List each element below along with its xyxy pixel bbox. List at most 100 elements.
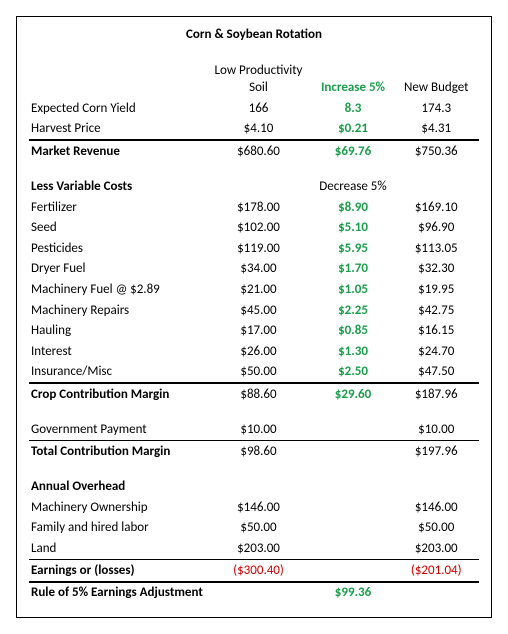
row-dryer-fuel: Dryer Fuel $34.00 $1.70 $32.30 [29, 259, 479, 280]
label: Government Payment [29, 420, 205, 441]
row-rule5: Rule of 5% Earnings Adjustment $99.36 [29, 582, 479, 604]
row-earnings: Earnings or (losses) ($300.40) ($201.04) [29, 560, 479, 582]
label: Dryer Fuel [29, 259, 205, 280]
val-a: $680.60 [205, 140, 313, 162]
val-a: $119.00 [205, 238, 313, 259]
title: Corn & Soybean Rotation [29, 27, 479, 42]
val-a: $50.00 [205, 362, 313, 384]
row-overhead-header: Annual Overhead [29, 477, 479, 498]
val-c: $32.30 [394, 259, 480, 280]
label: Harvest Price [29, 119, 205, 141]
val-b [313, 538, 394, 559]
val-c: $96.90 [394, 218, 480, 239]
val-c: $16.15 [394, 321, 480, 342]
label: Seed [29, 218, 205, 239]
label: Family and hired labor [29, 518, 205, 539]
label: Crop Contribution Margin [29, 383, 205, 405]
budget-table-container: Corn & Soybean Rotation Low Productivity… [16, 16, 492, 618]
row-hauling: Hauling $17.00 $0.85 $16.15 [29, 321, 479, 342]
val-c: $50.00 [394, 518, 480, 539]
budget-table: Low Productivity Soil Increase 5% New Bu… [29, 60, 479, 603]
val-b: $5.10 [313, 218, 394, 239]
val-a: $98.60 [205, 441, 313, 462]
val-b [313, 441, 394, 462]
row-insurance: Insurance/Misc $50.00 $2.50 $47.50 [29, 362, 479, 384]
row-machinery-repairs: Machinery Repairs $45.00 $2.25 $42.75 [29, 300, 479, 321]
label: Hauling [29, 321, 205, 342]
val-a: $34.00 [205, 259, 313, 280]
label: Machinery Repairs [29, 300, 205, 321]
label: Earnings or (losses) [29, 560, 205, 582]
row-interest: Interest $26.00 $1.30 $24.70 [29, 341, 479, 362]
val-a: $4.10 [205, 119, 313, 141]
header-row: Low Productivity Soil Increase 5% New Bu… [29, 60, 479, 98]
val-a: $17.00 [205, 321, 313, 342]
row-crop-contribution: Crop Contribution Margin $88.60 $29.60 $… [29, 383, 479, 405]
val-c: $187.96 [394, 383, 480, 405]
val-a: $50.00 [205, 518, 313, 539]
label: Rule of 5% Earnings Adjustment [29, 582, 313, 604]
val-b: $1.05 [313, 279, 394, 300]
val-b: $1.70 [313, 259, 394, 280]
val-c: $4.31 [394, 119, 480, 141]
val-c: $47.50 [394, 362, 480, 384]
val-a: 166 [205, 98, 313, 119]
row-market-revenue: Market Revenue $680.60 $69.76 $750.36 [29, 140, 479, 162]
hdr-low-prod: Low Productivity Soil [205, 60, 313, 98]
val-c: $19.95 [394, 279, 480, 300]
label: Expected Corn Yield [29, 98, 205, 119]
val-b: $69.76 [313, 140, 394, 162]
val-b: $1.30 [313, 341, 394, 362]
val-c: $197.96 [394, 441, 480, 462]
label: Land [29, 538, 205, 559]
row-land: Land $203.00 $203.00 [29, 538, 479, 559]
val-c: $42.75 [394, 300, 480, 321]
val-b: $2.25 [313, 300, 394, 321]
val-b: $29.60 [313, 383, 394, 405]
val-c: $113.05 [394, 238, 480, 259]
row-fertilizer: Fertilizer $178.00 $8.90 $169.10 [29, 197, 479, 218]
val-a: $203.00 [205, 538, 313, 559]
val-b [313, 560, 394, 582]
row-machinery-fuel: Machinery Fuel @ $2.89 $21.00 $1.05 $19.… [29, 279, 479, 300]
val-a: $88.60 [205, 383, 313, 405]
val-b [313, 420, 394, 441]
val-b [313, 518, 394, 539]
row-pesticides: Pesticides $119.00 $5.95 $113.05 [29, 238, 479, 259]
val-c: $169.10 [394, 197, 480, 218]
val-b: $5.95 [313, 238, 394, 259]
val-a: $146.00 [205, 497, 313, 518]
val-b: 8.3 [313, 98, 394, 119]
val-b: $99.36 [313, 582, 394, 604]
val-c: $203.00 [394, 538, 480, 559]
val-b: Decrease 5% [313, 177, 394, 198]
row-costs-header: Less Variable Costs Decrease 5% [29, 177, 479, 198]
row-harvest-price: Harvest Price $4.10 $0.21 $4.31 [29, 119, 479, 141]
row-family-labor: Family and hired labor $50.00 $50.00 [29, 518, 479, 539]
val-b [313, 497, 394, 518]
hdr-increase: Increase 5% [313, 60, 394, 98]
hdr-new-budget: New Budget [394, 60, 480, 98]
label: Interest [29, 341, 205, 362]
label: Total Contribution Margin [29, 441, 205, 462]
val-a: $26.00 [205, 341, 313, 362]
row-yield: Expected Corn Yield 166 8.3 174.3 [29, 98, 479, 119]
label: Insurance/Misc [29, 362, 205, 384]
val-a: $45.00 [205, 300, 313, 321]
val-c: $10.00 [394, 420, 480, 441]
val-a: $21.00 [205, 279, 313, 300]
val-b: $0.85 [313, 321, 394, 342]
label: Market Revenue [29, 140, 205, 162]
val-a: $10.00 [205, 420, 313, 441]
row-seed: Seed $102.00 $5.10 $96.90 [29, 218, 479, 239]
row-machinery-ownership: Machinery Ownership $146.00 $146.00 [29, 497, 479, 518]
val-c: $24.70 [394, 341, 480, 362]
val-a: $102.00 [205, 218, 313, 239]
val-a: ($300.40) [205, 560, 313, 582]
val-c: $146.00 [394, 497, 480, 518]
row-gov-payment: Government Payment $10.00 $10.00 [29, 420, 479, 441]
val-b: $2.50 [313, 362, 394, 384]
val-b: $0.21 [313, 119, 394, 141]
val-a: $178.00 [205, 197, 313, 218]
val-c: ($201.04) [394, 560, 480, 582]
